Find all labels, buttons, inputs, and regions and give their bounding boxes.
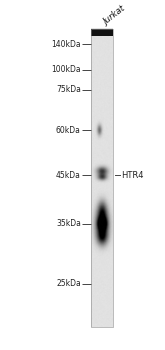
Text: 140kDa: 140kDa: [51, 40, 81, 49]
Text: 25kDa: 25kDa: [56, 279, 81, 288]
Text: 35kDa: 35kDa: [56, 219, 81, 228]
Text: HTR4: HTR4: [121, 171, 143, 180]
Text: 60kDa: 60kDa: [56, 126, 81, 135]
Text: 45kDa: 45kDa: [56, 171, 81, 180]
Text: Jurkat: Jurkat: [102, 5, 128, 27]
Bar: [92, 29, 113, 36]
Text: 100kDa: 100kDa: [51, 65, 81, 74]
Bar: [92, 29, 113, 327]
Text: 75kDa: 75kDa: [56, 85, 81, 94]
